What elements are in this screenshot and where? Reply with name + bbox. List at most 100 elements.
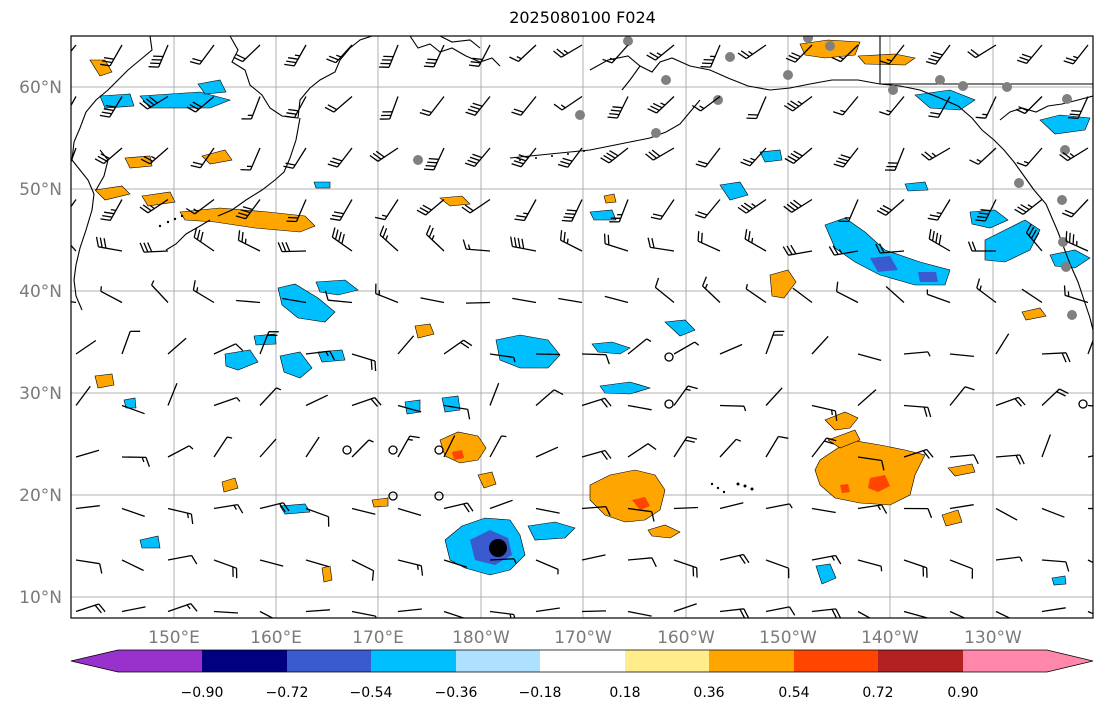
wind-barb-staff <box>894 147 905 171</box>
wind-barb-staff <box>581 554 606 561</box>
wind-barb-flag <box>744 229 748 240</box>
wind-barb-staff <box>794 44 813 63</box>
wind-barb-flag <box>831 555 835 561</box>
wind-barb-flag <box>464 204 474 212</box>
wind-barb-staff <box>259 387 277 406</box>
colorbar-segment <box>202 650 287 672</box>
wind-barb-flag <box>831 56 841 63</box>
wind-barb-flag <box>102 214 113 218</box>
wind-barb-flag <box>740 161 751 167</box>
wind-barb-flag <box>235 215 246 220</box>
wind-barb-staff <box>305 609 330 613</box>
wind-barb-staff <box>199 44 215 65</box>
wind-barb-staff <box>581 610 607 613</box>
wind-barb-flag <box>288 108 299 112</box>
wind-barb-flag <box>186 106 196 113</box>
wind-barb-staff <box>995 454 1020 458</box>
wind-barb-flag <box>192 101 202 108</box>
wind-barb-flag <box>233 504 237 510</box>
wind-barb-flag <box>967 51 976 59</box>
wind-barb-staff <box>995 507 1018 521</box>
wind-barb-flag <box>287 216 299 219</box>
wind-barb-staff <box>1041 559 1066 563</box>
wind-barb-flag <box>140 158 151 165</box>
wind-barb-flag <box>646 338 652 342</box>
wind-barb-flag <box>374 216 386 221</box>
wind-barb-flag <box>141 457 145 463</box>
wind-barb-flag <box>926 617 928 618</box>
wind-barb-flag <box>186 513 189 519</box>
wind-barb-flag <box>143 242 149 253</box>
wind-barb-staff <box>702 285 721 303</box>
wind-barb-staff <box>384 199 399 220</box>
wind-barb-staff <box>719 553 744 561</box>
wind-barb-flag <box>743 608 749 618</box>
wind-barb-flag <box>286 112 297 115</box>
wind-barb-staff <box>704 147 721 168</box>
wind-barb-staff <box>788 250 813 256</box>
wind-barb-staff <box>379 234 399 252</box>
wind-barb-staff <box>293 96 307 118</box>
wind-barb-flag <box>379 225 385 236</box>
wind-barb-staff <box>512 245 537 252</box>
wind-barb-flag <box>739 608 746 618</box>
wind-barb-flag <box>742 158 753 164</box>
wind-barb-staff <box>512 297 537 304</box>
wind-barb-staff <box>213 436 228 458</box>
wind-barb-staff <box>245 199 261 220</box>
wind-barb-flag <box>647 237 651 248</box>
wind-barb-staff <box>885 286 905 303</box>
wind-barb-flag <box>1018 396 1026 406</box>
wind-barb-staff <box>885 199 905 216</box>
wind-barb-flag <box>701 276 708 287</box>
wind-barb-flag <box>516 215 527 218</box>
wind-barb-flag <box>518 154 529 159</box>
wind-barb-staff <box>167 602 191 613</box>
wind-barb-flag <box>281 242 287 252</box>
wind-barb-flag <box>103 238 107 249</box>
wind-barb-flag <box>150 205 155 210</box>
wind-barb-flag <box>787 155 797 162</box>
wind-barb-flag <box>562 157 573 162</box>
negative-anomaly-shading <box>99 79 1091 586</box>
wind-barb-flag <box>1059 153 1068 162</box>
wind-barb-flag <box>684 439 695 443</box>
lon-label: 130°W <box>964 628 1022 648</box>
wind-barb-flag <box>421 108 432 114</box>
wind-barb-flag <box>1019 556 1023 562</box>
wind-barb-flag <box>65 107 70 108</box>
wind-barb-staff <box>903 559 927 569</box>
colorbar-segment <box>371 650 456 672</box>
wind-barb-staff <box>840 44 859 63</box>
wind-barb-staff <box>627 557 652 561</box>
wind-barb-staff <box>581 353 607 356</box>
wind-barb-flag <box>1065 352 1071 363</box>
wind-barb-staff <box>98 246 123 252</box>
wind-barb-staff <box>765 503 790 510</box>
wind-barb-flag <box>828 246 835 256</box>
wind-barb-staff <box>1087 559 1093 564</box>
wind-barb-flag <box>785 57 796 63</box>
wind-barb-flag <box>385 235 389 241</box>
wind-barb-flag <box>651 149 661 157</box>
wind-barb-flag <box>101 60 113 64</box>
wind-barb-staff <box>143 250 169 253</box>
wind-barb-flag <box>103 108 114 112</box>
lat-label: 30°N <box>19 384 62 404</box>
wind-barb-flag <box>52 217 62 220</box>
wind-barb-flag <box>793 150 803 157</box>
wind-barb-flag <box>790 153 800 160</box>
wind-barb-flag <box>145 98 155 106</box>
wind-barb-staff <box>616 96 629 119</box>
wind-barb-flag <box>1061 352 1067 363</box>
wind-barb-flag <box>1073 55 1079 59</box>
wind-barb-flag <box>1018 106 1029 112</box>
wind-barb-flag <box>327 163 338 168</box>
wind-barb-flag <box>609 112 620 116</box>
wind-barb-flag <box>143 156 154 162</box>
colorbar-outline <box>70 649 1094 673</box>
wind-barb-flag <box>277 242 283 252</box>
wind-barb-flag <box>790 100 800 107</box>
wind-barb-flag <box>523 212 529 215</box>
colorbar-extend-min <box>71 650 118 672</box>
